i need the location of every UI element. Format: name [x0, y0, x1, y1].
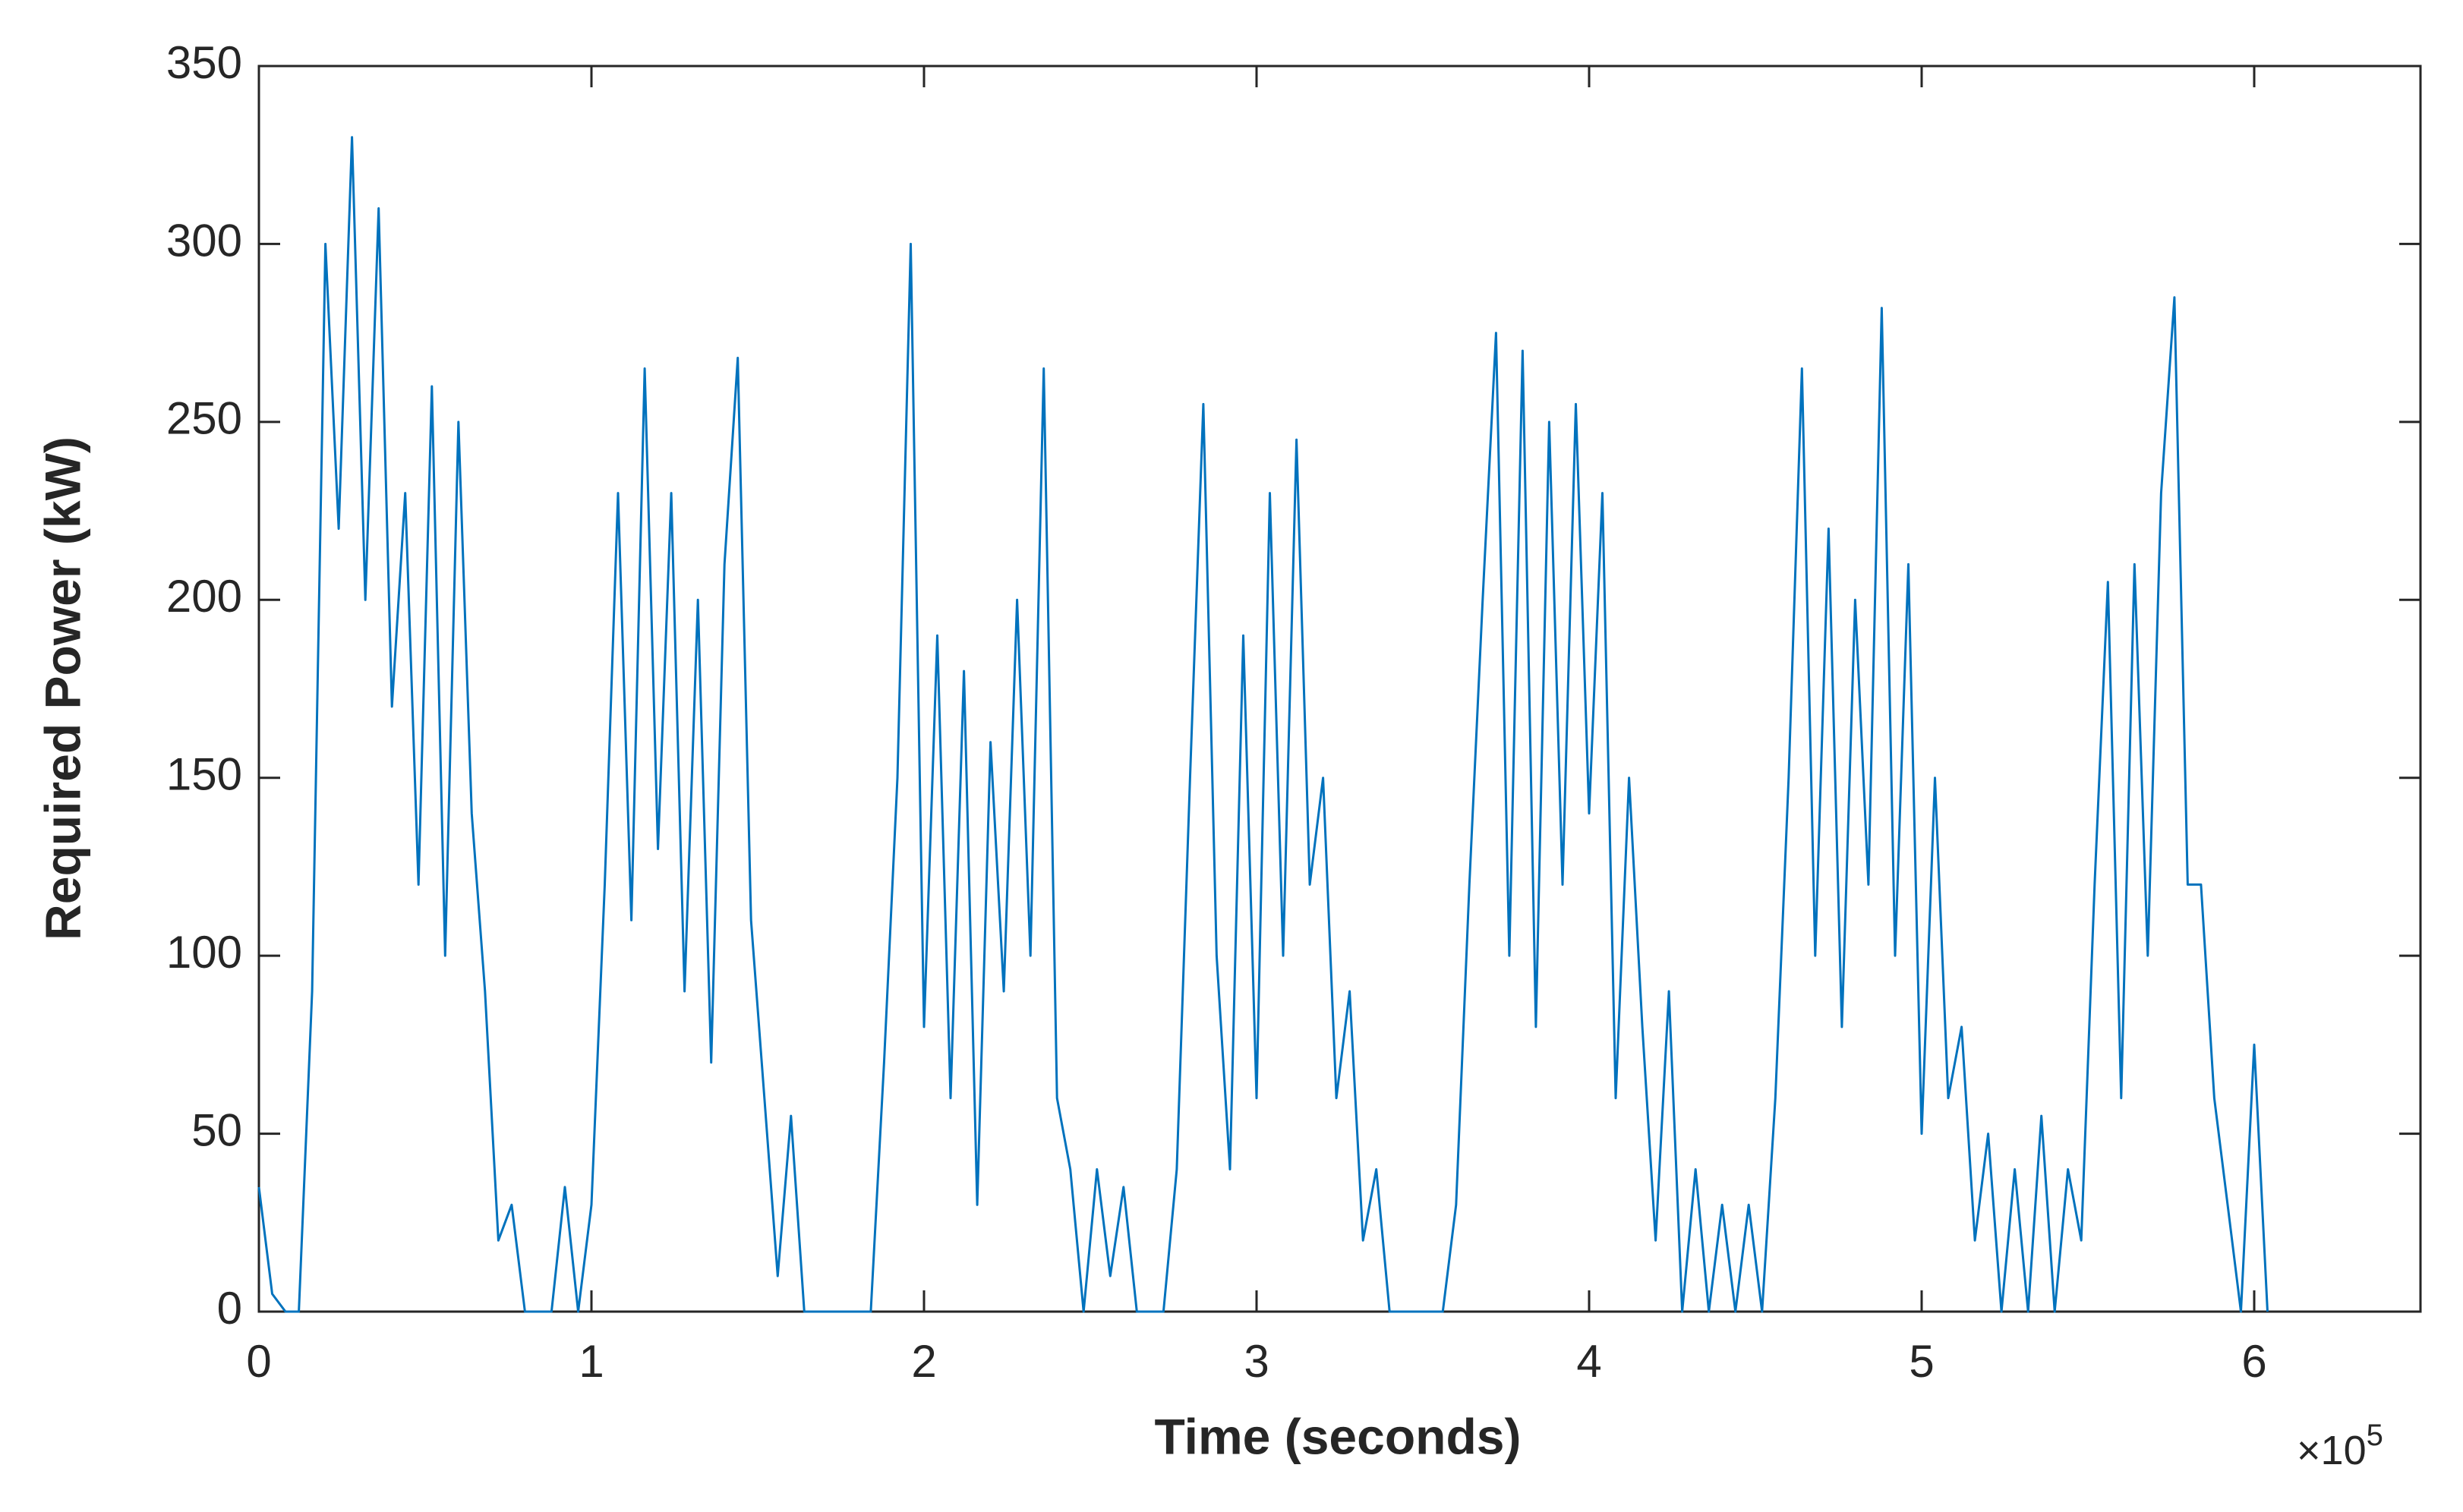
y-tick-label: 200	[166, 571, 242, 622]
y-tick-label: 100	[166, 927, 242, 978]
x-tick-label: 0	[246, 1336, 271, 1387]
y-tick-label: 300	[166, 215, 242, 266]
y-tick-label: 150	[166, 749, 242, 800]
x-tick-label: 6	[2241, 1336, 2266, 1387]
x-tick-label: 2	[911, 1336, 936, 1387]
multiplier-base: ×10	[2297, 1428, 2367, 1473]
x-tick-label: 4	[1576, 1336, 1601, 1387]
x-tick-label: 1	[579, 1336, 604, 1387]
y-tick-label: 50	[191, 1104, 242, 1155]
x-multiplier: ×105	[2297, 1419, 2383, 1474]
y-tick-label: 350	[166, 37, 242, 88]
x-tick-label: 5	[1909, 1336, 1934, 1387]
x-axis-label: Time (seconds)	[1155, 1408, 1522, 1464]
y-axis-label: Required Power (kW)	[34, 436, 90, 940]
x-tick-label: 3	[1244, 1336, 1269, 1387]
y-tick-label: 0	[217, 1283, 242, 1334]
data-line	[257, 136, 2269, 1313]
y-tick-label: 250	[166, 393, 242, 444]
multiplier-exponent: 5	[2367, 1419, 2383, 1452]
plot-frame	[257, 65, 2422, 1313]
